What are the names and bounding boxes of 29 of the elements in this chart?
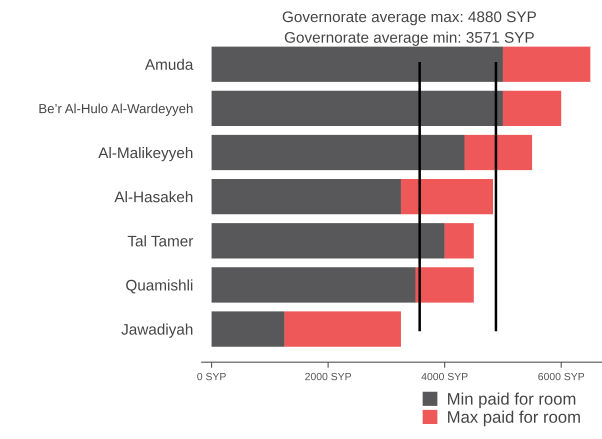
bar (444, 223, 474, 258)
y-tick-label: Quamishli (126, 279, 192, 294)
y-tick-label: Al-Malikeyyeh (98, 146, 192, 162)
bar (416, 267, 474, 303)
y-tick-label: Jawadiyah (121, 324, 192, 338)
x-tick-label: 2000 SYP (305, 372, 352, 380)
bar (212, 134, 464, 170)
bar (212, 46, 503, 82)
bar (212, 223, 445, 258)
x-tick-label: 0 SYP (197, 372, 226, 380)
y-tick-label: Al-Hasakeh (114, 191, 192, 202)
legend-label: Max paid for room (448, 410, 580, 426)
y-tick-label: Tal Tamer (128, 235, 194, 246)
text: Governorate average max: 4880 SYP (282, 11, 536, 26)
x-tick-label: 6000 SYP (538, 372, 584, 380)
y-tick-label: Amuda (144, 58, 194, 70)
bar (464, 134, 532, 170)
x-tick-label: 4000 SYP (421, 372, 468, 380)
bar (212, 311, 284, 347)
bar (284, 311, 401, 347)
y-tick-label: Be’r Al-Hulo Al-Wardeyyeh (39, 104, 192, 116)
bar (212, 178, 401, 214)
bar (502, 46, 590, 82)
bar (212, 90, 503, 126)
legend-label: Min paid for room (448, 392, 576, 408)
bar (400, 178, 494, 214)
text: Governorate average min: 3571 SYP (284, 32, 534, 46)
bar (502, 90, 562, 126)
bar (212, 267, 416, 303)
